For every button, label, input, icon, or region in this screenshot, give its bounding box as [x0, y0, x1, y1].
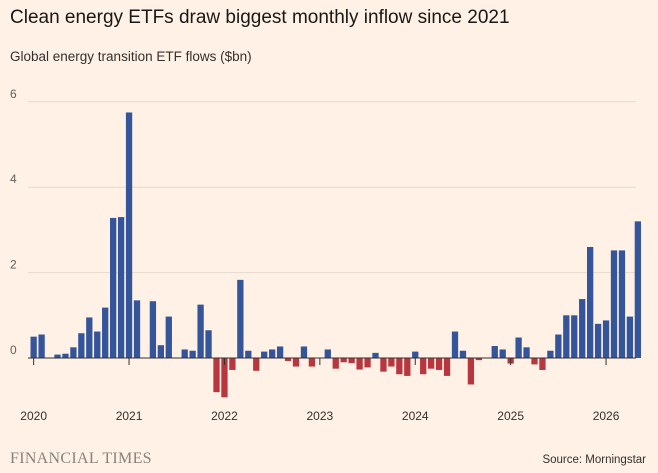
- chart-title: Clean energy ETFs draw biggest monthly i…: [10, 7, 510, 28]
- bars: [30, 112, 641, 398]
- bar: [221, 358, 228, 398]
- bar: [539, 358, 546, 370]
- x-tick-label: 2021: [116, 409, 143, 423]
- bar: [253, 358, 260, 371]
- y-tick-label: 2: [10, 258, 17, 272]
- bar: [62, 353, 69, 358]
- bar: [332, 358, 339, 369]
- bar: [70, 347, 77, 358]
- x-tick-label: 2023: [306, 409, 333, 423]
- bar: [181, 349, 188, 358]
- bar: [404, 358, 411, 376]
- bar: [579, 299, 586, 358]
- bar: [205, 330, 212, 359]
- bar: [30, 336, 37, 358]
- bar: [372, 352, 379, 358]
- bar: [594, 323, 602, 358]
- bar: [499, 349, 506, 358]
- bar: [587, 246, 594, 358]
- x-tick-label: 2022: [211, 409, 238, 423]
- bar: [459, 350, 467, 358]
- bar: [475, 358, 482, 361]
- bar: [356, 358, 363, 370]
- bar: [189, 350, 196, 358]
- bar: [451, 331, 459, 358]
- bar: [435, 358, 443, 370]
- x-tick-label: 2025: [497, 409, 524, 423]
- bar: [324, 349, 331, 358]
- bar: [94, 331, 101, 358]
- axes: 0 2 4 6 2020 2021 2022 2023 2024 2025 2026: [10, 87, 636, 423]
- bar: [125, 112, 133, 358]
- bar: [443, 358, 451, 376]
- bar: [523, 347, 530, 358]
- bar: [308, 358, 316, 367]
- bar: [149, 301, 157, 358]
- bar: [213, 358, 220, 393]
- bar: [420, 358, 427, 375]
- bar: [245, 350, 252, 358]
- bar: [571, 315, 578, 358]
- bar: [467, 358, 475, 385]
- bar: [428, 358, 435, 369]
- bar: [86, 317, 93, 358]
- bar: [515, 337, 522, 358]
- bar: [626, 316, 634, 358]
- bar: [396, 358, 403, 375]
- bar: [364, 358, 371, 368]
- bar: [610, 250, 618, 358]
- bar: [531, 358, 538, 365]
- bar: [602, 320, 610, 358]
- bar: [110, 217, 117, 358]
- bar: [269, 349, 276, 358]
- bar: [555, 334, 562, 358]
- bar: [491, 346, 498, 358]
- bar: [102, 307, 109, 358]
- bar: [618, 250, 626, 358]
- bar: [292, 358, 300, 367]
- bar: [38, 334, 45, 358]
- bar: [348, 358, 355, 364]
- bar: [237, 279, 244, 358]
- bar: [547, 350, 554, 358]
- bar: [165, 316, 172, 358]
- source-note: Source: Morningstar: [542, 454, 646, 466]
- bar: [380, 358, 387, 372]
- bar: [197, 304, 204, 359]
- bar: [388, 358, 395, 367]
- bar: [133, 300, 141, 359]
- y-tick-label: 0: [10, 343, 17, 357]
- bar: [563, 315, 570, 358]
- x-tick-label: 2024: [402, 409, 429, 423]
- x-tick-label: 2026: [593, 409, 620, 423]
- bar: [261, 351, 268, 359]
- bar: [284, 358, 292, 361]
- bar: [634, 221, 641, 358]
- x-tick-label: 2020: [20, 409, 47, 423]
- bar: [229, 358, 236, 370]
- y-tick-label: 6: [10, 87, 17, 101]
- chart-subtitle: Global energy transition ETF flows ($bn): [10, 49, 252, 64]
- bar: [300, 346, 308, 358]
- ft-logo: FINANCIAL TIMES: [10, 450, 152, 467]
- bar: [157, 345, 164, 358]
- bar: [54, 354, 61, 358]
- bar: [276, 346, 284, 358]
- bar: [117, 217, 125, 358]
- bar: [78, 333, 85, 358]
- y-tick-label: 4: [10, 172, 17, 186]
- bar: [340, 358, 347, 363]
- bar: [412, 351, 419, 359]
